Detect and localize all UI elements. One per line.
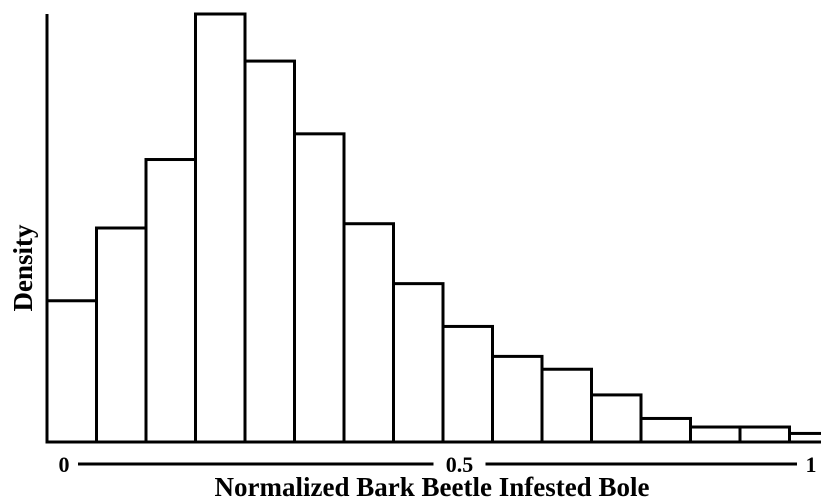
histogram-bar-13 <box>639 416 692 444</box>
histogram-bar-7 <box>342 222 395 444</box>
x-tick-label-2: 0.5 <box>446 452 474 477</box>
x-tick-label-1: 0 <box>59 452 70 477</box>
x-axis-title: Normalized Bark Beetle Infested Bole <box>215 472 650 500</box>
y-axis-title: Density <box>8 224 38 311</box>
histogram-bar-1 <box>45 299 98 444</box>
histogram-bar-14 <box>689 425 742 444</box>
histogram-bar-4 <box>194 12 247 444</box>
histogram-bar-12 <box>590 393 643 444</box>
histogram-bar-9 <box>441 324 494 444</box>
histogram-bar-15 <box>738 425 791 444</box>
histogram-bars <box>45 12 821 444</box>
histogram-bar-11 <box>540 367 593 444</box>
histogram-bar-5 <box>243 59 296 444</box>
histogram-bar-3 <box>144 158 197 444</box>
histogram-bar-8 <box>392 282 445 444</box>
histogram-bar-2 <box>95 226 148 444</box>
histogram-bar-6 <box>293 132 346 444</box>
x-tick-label-3: 1 <box>806 452 817 477</box>
histogram-bar-10 <box>491 354 544 444</box>
x-axis-ticks: 0 0.5 1 <box>59 452 817 477</box>
